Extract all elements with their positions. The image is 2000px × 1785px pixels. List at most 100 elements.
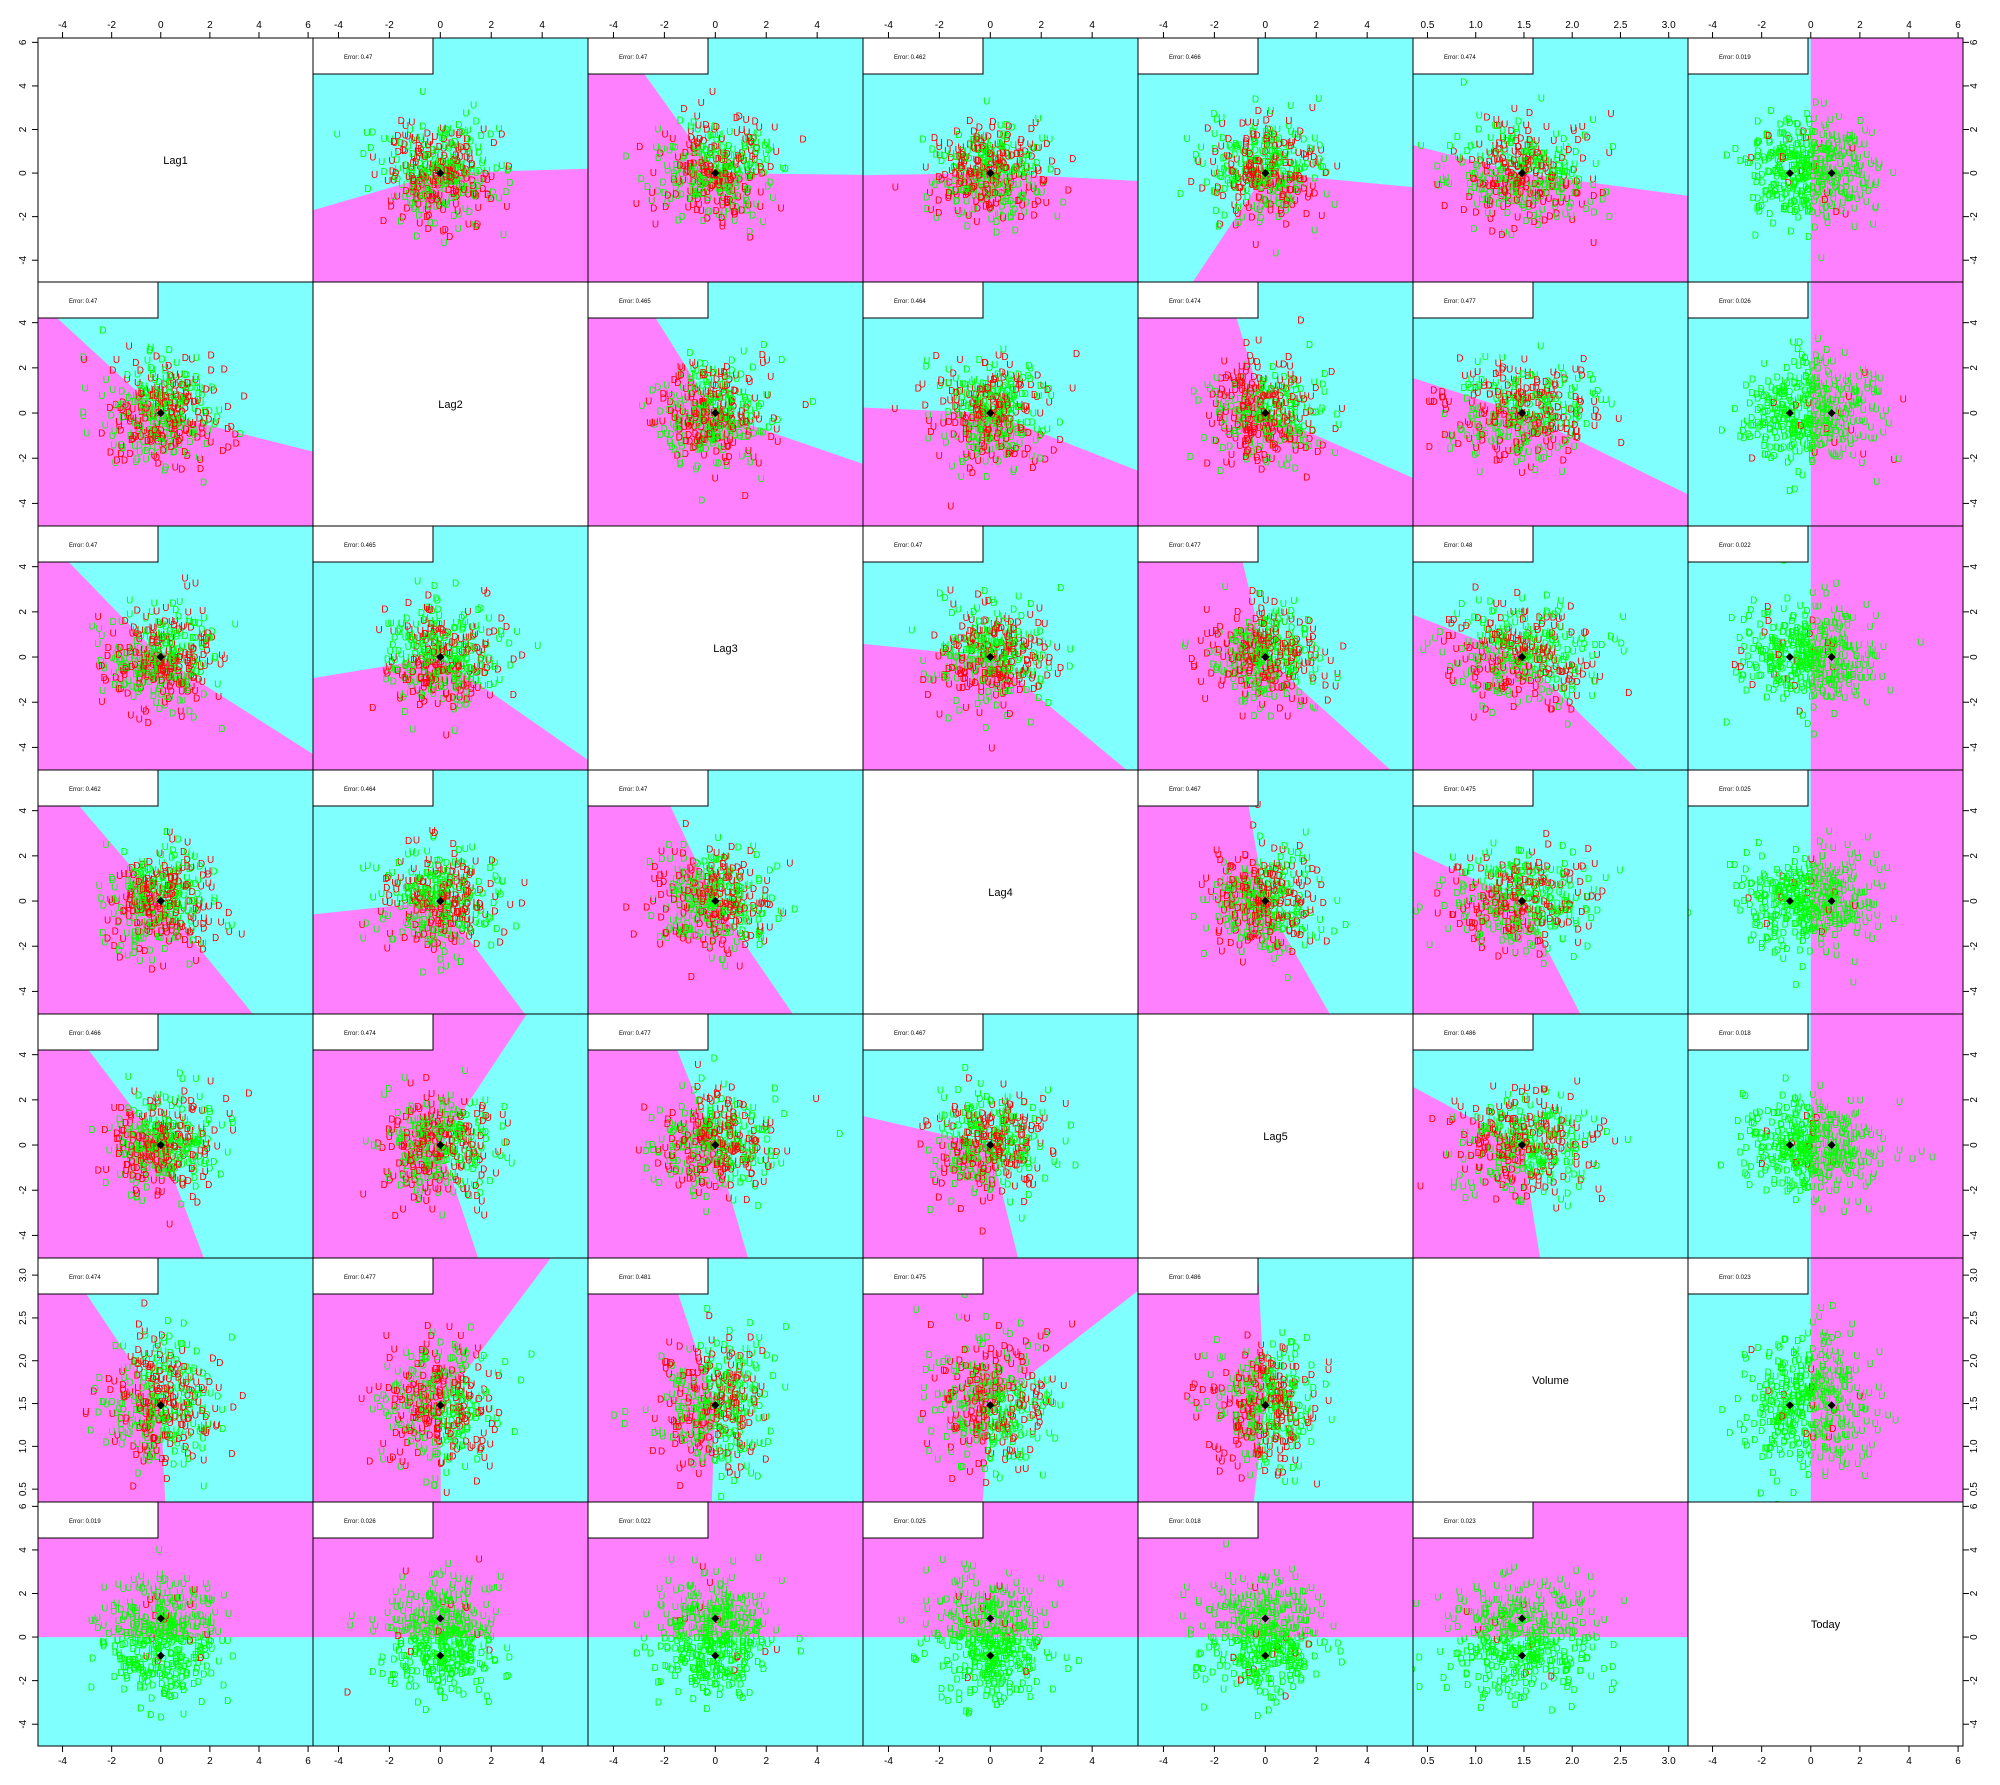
point-mark: D (998, 142, 1005, 153)
point-mark: U (1840, 149, 1847, 160)
point-mark: U (450, 188, 457, 199)
point-mark: D (962, 418, 969, 429)
point-mark: U (1520, 147, 1527, 158)
point-mark: U (411, 136, 418, 147)
point-mark: U (743, 159, 750, 170)
point-mark: D (977, 148, 984, 159)
point-mark: D (1547, 172, 1554, 183)
point-mark: U (1276, 171, 1283, 182)
point-mark: U (701, 397, 708, 408)
point-mark: D (723, 461, 730, 472)
point-mark: U (1856, 162, 1863, 173)
point-mark: D (973, 168, 980, 179)
point-mark: U (433, 159, 440, 170)
point-mark: U (719, 218, 726, 229)
point-mark: U (698, 206, 705, 217)
point-mark: D (1552, 197, 1559, 208)
point-mark: D (426, 173, 433, 184)
point-mark: U (743, 422, 750, 433)
point-mark: D (986, 363, 993, 374)
point-mark: U (164, 398, 171, 409)
point-mark: U (743, 414, 750, 425)
point-mark: D (185, 392, 192, 403)
point-mark: D (1020, 191, 1027, 202)
point-mark: D (1247, 159, 1254, 170)
point-mark: U (1441, 154, 1448, 165)
point-mark: U (431, 178, 438, 189)
point-mark: D (759, 350, 766, 361)
point-mark: D (1819, 143, 1826, 154)
point-mark: D (701, 435, 708, 446)
point-mark: U (1810, 114, 1817, 125)
point-mark: U (1039, 134, 1046, 145)
point-mark: U (1533, 145, 1540, 156)
point-mark: U (994, 210, 1001, 221)
point-mark: U (709, 364, 716, 375)
point-mark: U (1812, 166, 1819, 177)
point-mark: U (990, 153, 997, 164)
point-mark: D (726, 162, 733, 173)
point-mark: U (701, 396, 708, 407)
point-mark: D (722, 169, 729, 180)
point-mark: U (1519, 177, 1526, 188)
point-mark: U (1276, 158, 1283, 169)
point-mark: U (1841, 348, 1848, 359)
point-mark: U (935, 138, 942, 149)
point-mark: U (1490, 157, 1497, 168)
point-mark: D (1001, 381, 1008, 392)
point-mark: D (1553, 394, 1560, 405)
point-mark: U (709, 418, 716, 429)
point-mark: D (1566, 176, 1573, 187)
point-mark: U (670, 419, 677, 430)
point-mark: U (171, 371, 178, 382)
point-mark: U (1489, 181, 1496, 192)
point-mark: D (970, 389, 977, 400)
point-mark: D (996, 379, 1003, 390)
point-mark: U (183, 416, 190, 427)
point-mark: U (1820, 191, 1827, 202)
point-mark: U (1030, 144, 1037, 155)
point-mark: U (703, 404, 710, 415)
point-mark: D (966, 167, 973, 178)
class-center-2 (1518, 169, 1527, 178)
point-mark: D (945, 417, 952, 428)
class-center-2 (986, 169, 995, 178)
point-mark: D (1009, 199, 1016, 210)
data-points: UDUUUUUUUUUUDDDUUDDDDDDUUDUDDUUUUDDDDUUD… (892, 96, 1077, 238)
point-mark: D (1795, 213, 1802, 224)
point-mark: D (700, 368, 707, 379)
point-mark: U (1550, 136, 1557, 147)
point-mark: D (1039, 175, 1046, 186)
point-mark: D (724, 371, 731, 382)
point-mark: D (409, 163, 416, 174)
point-mark: D (994, 180, 1001, 191)
point-mark: U (149, 365, 156, 376)
point-mark: D (149, 390, 156, 401)
point-mark: D (1311, 188, 1318, 199)
point-mark: D (984, 436, 991, 447)
point-mark: U (1511, 180, 1518, 191)
point-mark: U (1497, 403, 1504, 414)
point-mark: U (648, 188, 655, 199)
point-mark: D (452, 170, 459, 181)
point-mark: D (739, 400, 746, 411)
point-mark: U (700, 189, 707, 200)
point-mark: D (1255, 178, 1262, 189)
point-mark: U (1000, 407, 1007, 418)
point-mark: D (707, 131, 714, 142)
point-mark: D (707, 165, 714, 176)
point-mark: D (120, 412, 127, 423)
point-mark: U (1785, 181, 1792, 192)
point-mark: U (197, 455, 204, 466)
point-mark: U (697, 410, 704, 421)
point-mark: D (1255, 106, 1262, 117)
point-mark: U (1003, 149, 1010, 160)
point-mark: D (1539, 149, 1546, 160)
point-mark: U (964, 421, 971, 432)
point-mark: D (484, 190, 491, 201)
point-mark: D (1005, 405, 1012, 416)
point-mark: D (1525, 126, 1532, 137)
point-mark: U (1809, 170, 1816, 181)
